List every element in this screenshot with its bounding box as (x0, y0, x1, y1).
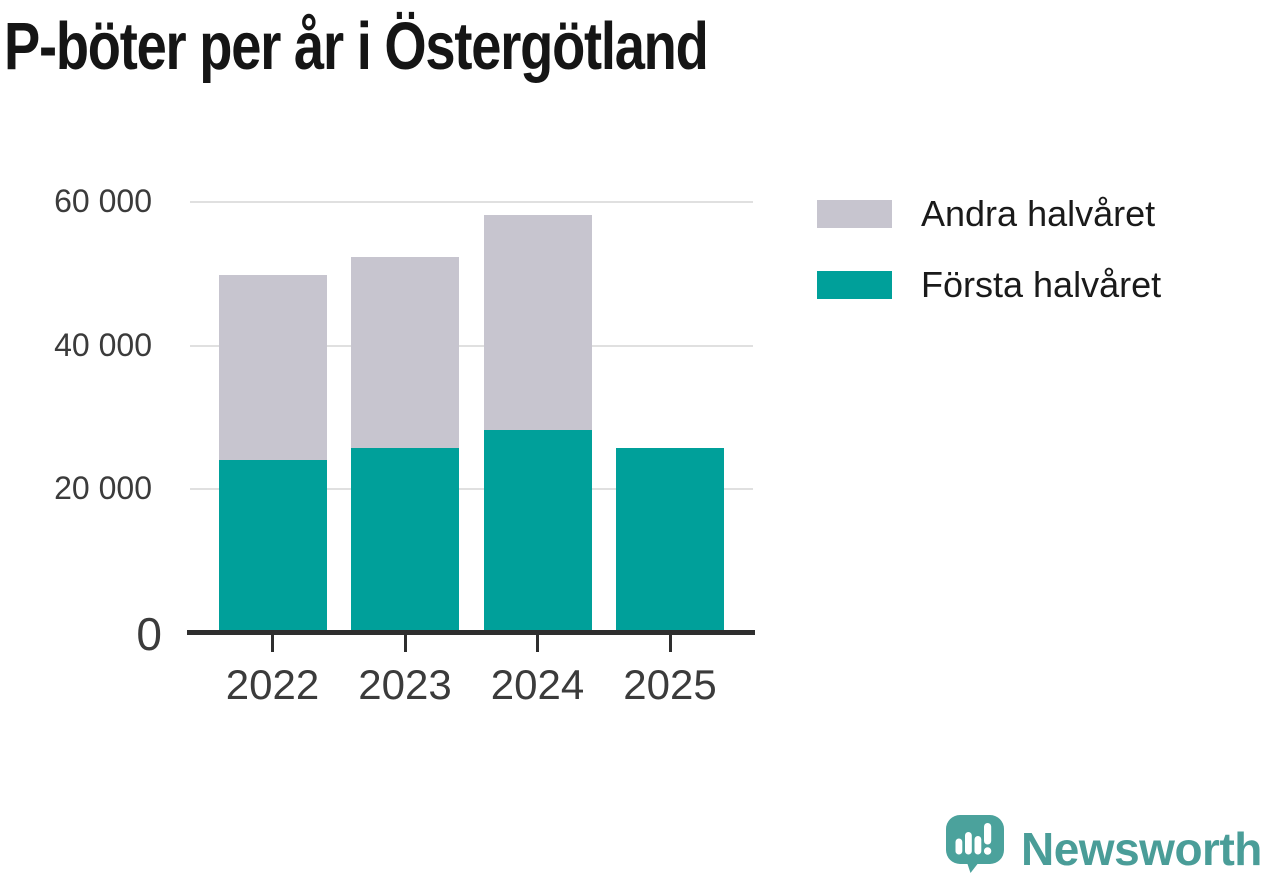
legend: Andra halvåret Första halvåret (817, 193, 1161, 335)
x-axis-line (187, 630, 755, 635)
legend-swatch-andra-halvaret (817, 200, 892, 228)
x-axis-label-2024: 2024 (490, 661, 585, 708)
legend-item-andra-halvaret: Andra halvåret (817, 193, 1161, 235)
y-axis-label-40000: 40 000 (54, 326, 152, 363)
bar-2024-forsta-halvaret (483, 430, 592, 633)
gridline-60000 (190, 201, 753, 204)
bar-2023-andra-halvaret (351, 257, 459, 448)
x-tick-2024 (536, 635, 539, 652)
bar-2022-forsta-halvaret (218, 460, 327, 633)
bar-2022-andra-halvaret (218, 275, 327, 460)
legend-item-forsta-halvaret: Första halvåret (817, 264, 1161, 306)
chart-title: P-böter per år i Östergötland (4, 9, 709, 84)
gridline-40000 (190, 344, 753, 347)
x-axis-label-2023: 2023 (358, 661, 452, 708)
x-axis-label-2025: 2025 (623, 661, 717, 708)
x-tick-2023 (403, 635, 407, 652)
bar-2024-andra-halvaret (483, 215, 592, 430)
x-axis-label-2022: 2022 (225, 661, 320, 708)
newsworthy-wordmark: Newsworthy (1021, 823, 1262, 875)
bar-2023-forsta-halvaret (351, 448, 459, 633)
newsworthy-branding: Newsworthy (946, 815, 1262, 876)
x-tick-2025 (668, 635, 672, 652)
legend-swatch-forsta-halvaret (817, 271, 892, 299)
legend-label-andra-halvaret: Andra halvåret (921, 193, 1156, 234)
bar-2025-forsta-halvaret (616, 448, 724, 633)
x-tick-2022 (271, 635, 274, 652)
newsworthy-logo (946, 815, 1004, 873)
legend-label-forsta-halvaret: Första halvåret (921, 264, 1162, 305)
y-axis-label-20000: 20 000 (54, 470, 152, 507)
y-axis-label-60000: 60 000 (54, 183, 152, 220)
y-axis-label-0: 0 (136, 608, 162, 660)
gridline-20000 (190, 488, 753, 491)
